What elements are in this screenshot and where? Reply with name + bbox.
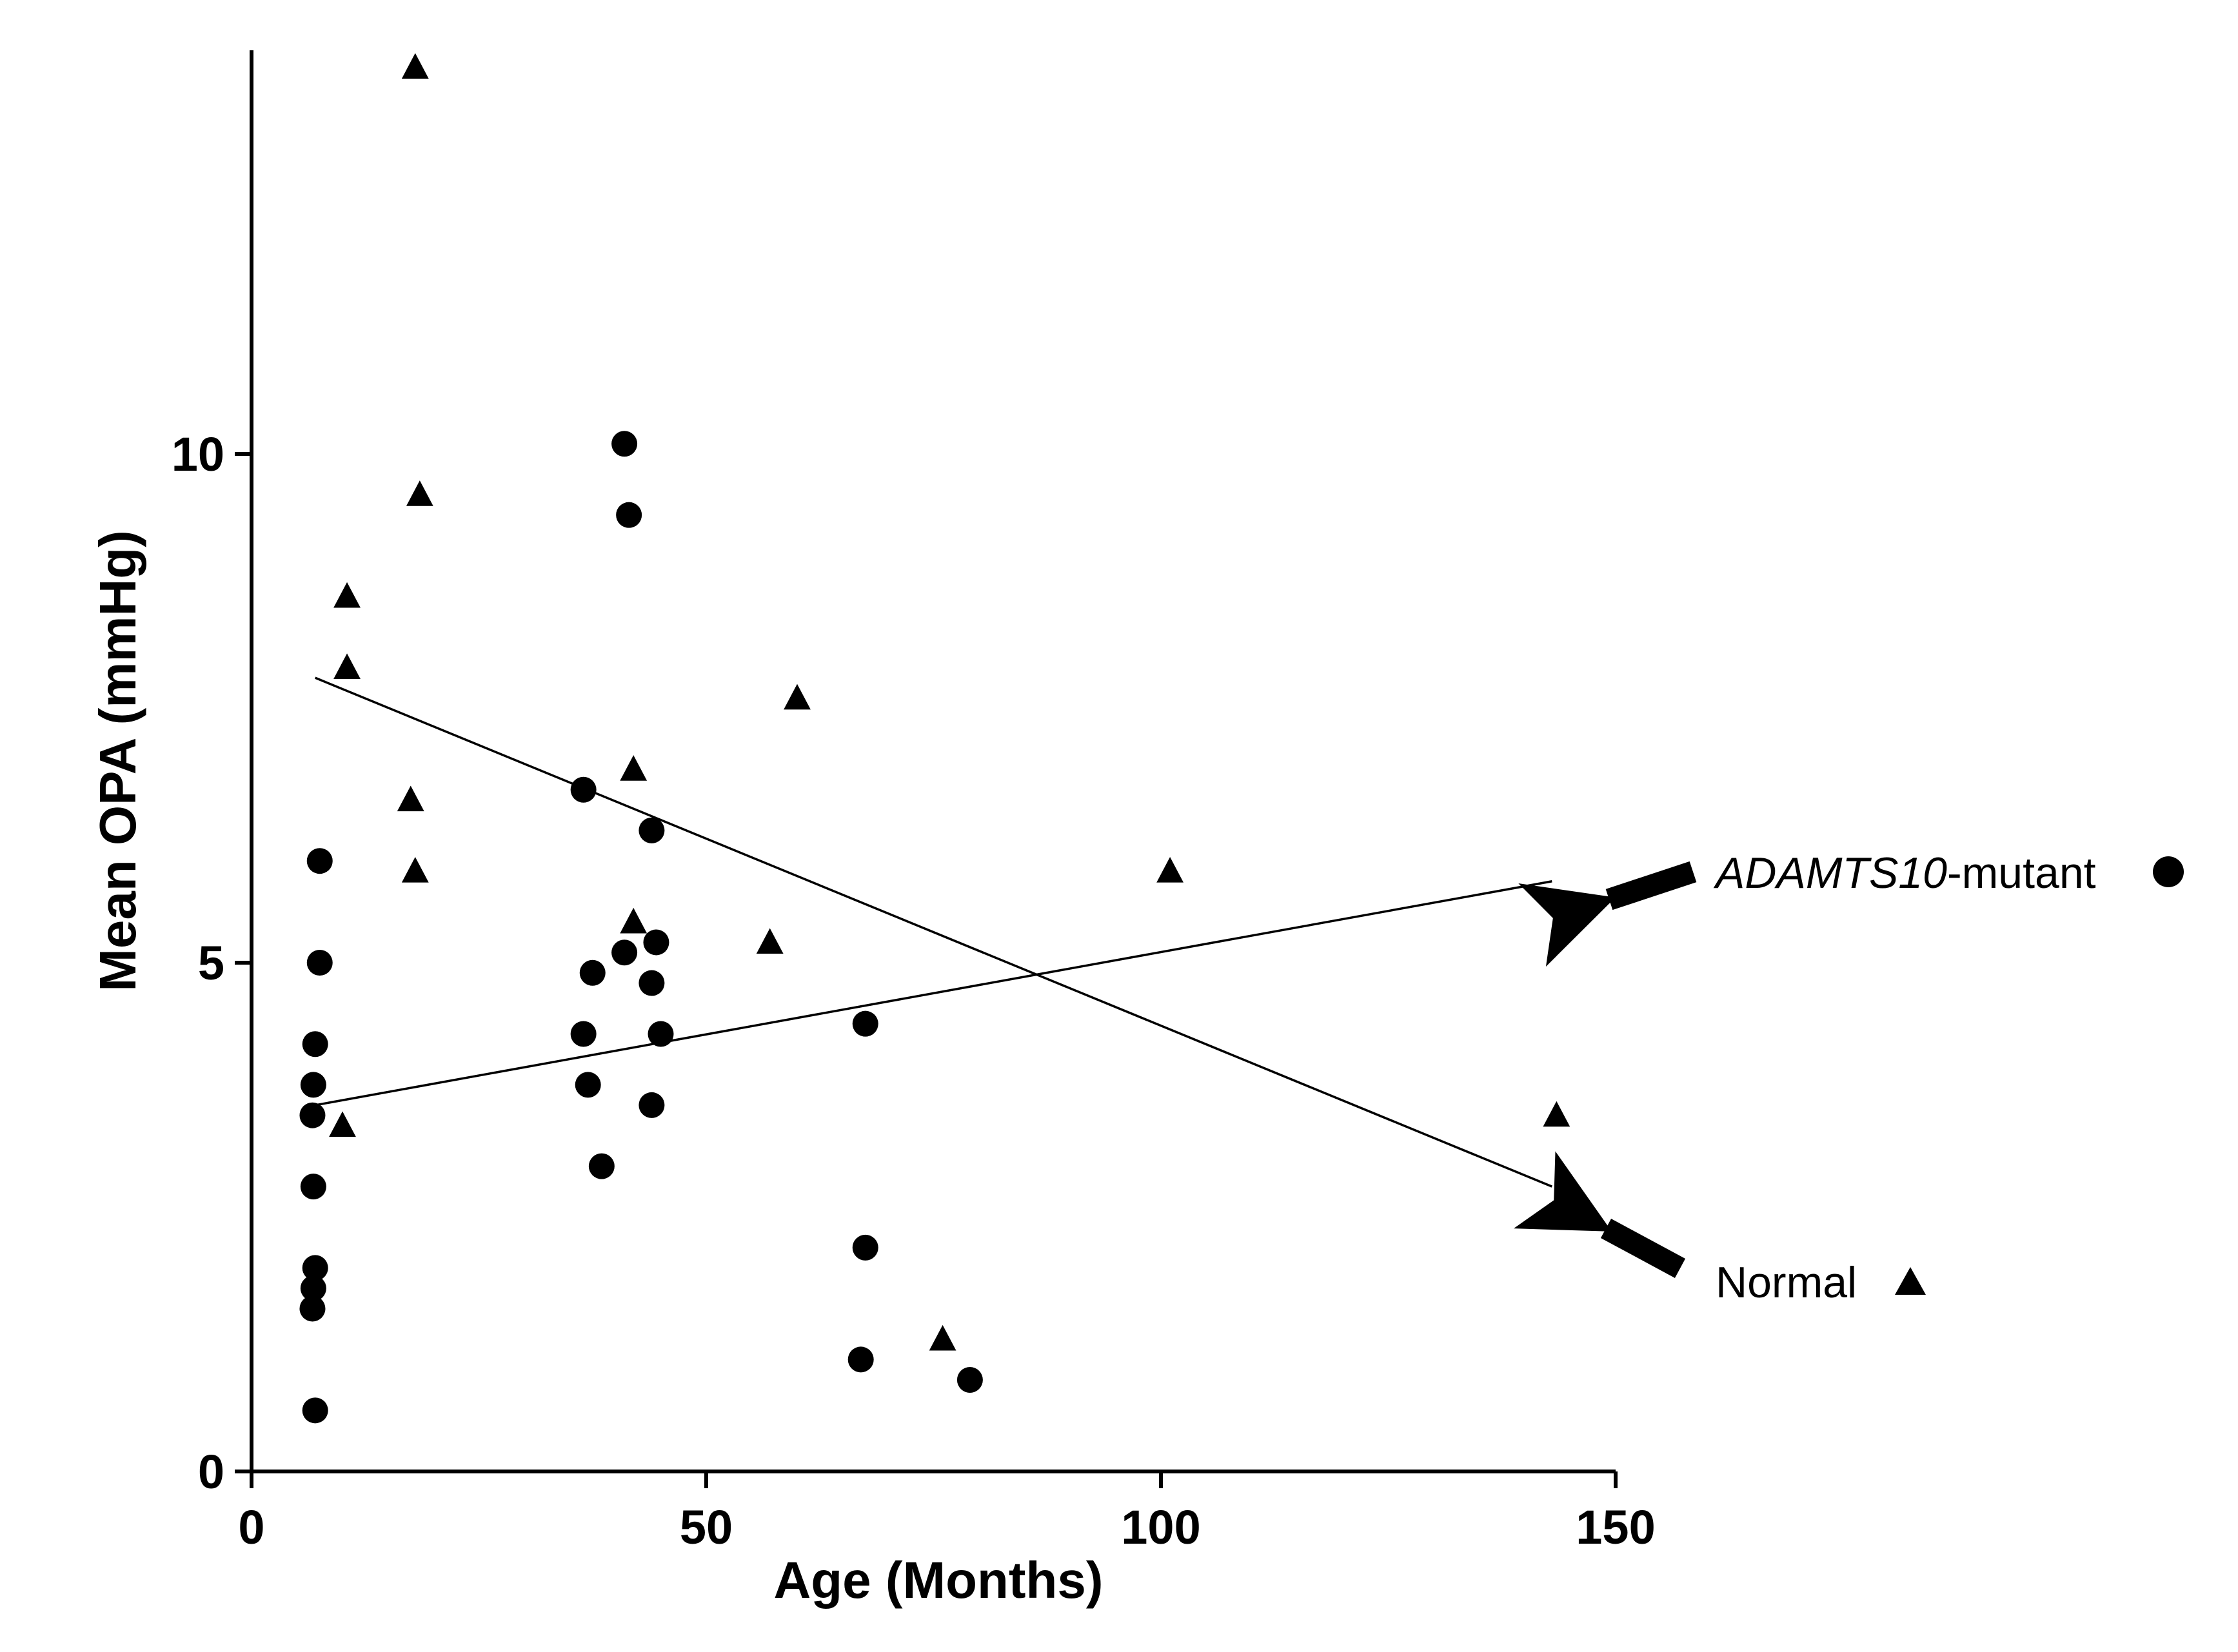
point-adamts10-mutant-5 [300,1174,326,1200]
point-adamts10-mutant-14 [588,1153,615,1179]
point-adamts10-mutant-25 [847,1346,874,1373]
point-adamts10-mutant-15 [611,431,638,457]
y-axis-label: Mean OPA (mmHg) [89,530,146,992]
point-normal-5 [401,856,429,883]
legend-label-part-suffix: -mutant [1947,849,2096,898]
legend-arrow-normal [1513,1151,1686,1278]
x-tick-label-50: 50 [680,1500,733,1554]
point-adamts10-mutant-1 [306,950,333,976]
point-adamts10-mutant-24 [852,1234,878,1261]
legend-marker-triangle [1895,1267,1926,1295]
y-tick-label-0: 0 [198,1445,224,1499]
point-normal-0 [401,53,429,79]
legend-label-normal: Normal [1716,1258,1857,1307]
plot-area: 0 50 100 150 0 5 10 [172,50,1656,1554]
point-adamts10-mutant-2 [302,1031,328,1057]
point-adamts10-mutant-6 [302,1255,328,1281]
legend-arrow-adamts10-mutant [1518,861,1697,967]
point-adamts10-mutant-11 [579,959,606,986]
point-normal-3 [333,653,361,679]
trend-line-normal [315,676,1552,1188]
point-adamts10-mutant-3 [300,1072,326,1098]
point-adamts10-mutant-26 [956,1366,983,1393]
point-adamts10-mutant-16 [616,502,642,528]
point-adamts10-mutant-10 [570,776,597,803]
x-tick-label-100: 100 [1121,1500,1200,1554]
trend-lines [315,676,1552,1188]
point-normal-7 [620,755,648,781]
legend-item-normal: Normal [1513,1151,1926,1307]
point-adamts10-mutant-19 [639,970,665,996]
point-normal-8 [620,907,648,934]
point-adamts10-mutant-21 [648,1021,674,1047]
point-normal-11 [1156,856,1183,883]
data-markers [299,53,1570,1424]
point-adamts10-mutant-4 [299,1102,326,1128]
legend-marker-circle [2153,856,2184,887]
point-adamts10-mutant-13 [575,1072,601,1098]
point-adamts10-mutant-7 [300,1275,326,1301]
point-adamts10-mutant-17 [611,939,638,966]
point-adamts10-mutant-9 [302,1397,328,1424]
trend-line-adamts10-mutant [315,880,1552,1106]
x-tick-label-0: 0 [238,1500,264,1554]
point-normal-1 [406,480,433,506]
y-ticks: 0 5 10 [172,428,252,1499]
point-normal-13 [1543,1101,1570,1127]
point-adamts10-mutant-0 [306,848,333,874]
y-tick-label-10: 10 [172,428,224,481]
point-normal-12 [929,1324,956,1351]
legend-label-part-italic: ADAMTS10 [1713,849,1947,898]
legend: ADAMTS10-mutant Normal [1513,849,2184,1307]
x-axis-label: Age (Months) [773,1551,1103,1609]
point-normal-4 [397,785,424,812]
legend-item-adamts10-mutant: ADAMTS10-mutant [1518,849,2184,967]
point-adamts10-mutant-22 [639,1092,665,1118]
y-tick-label-5: 5 [198,936,224,990]
point-adamts10-mutant-20 [643,929,669,956]
point-normal-6 [329,1111,356,1137]
point-adamts10-mutant-23 [852,1010,878,1037]
point-normal-2 [333,582,361,608]
legend-label-adamts10-mutant: ADAMTS10-mutant [1713,849,2096,898]
point-adamts10-mutant-18 [639,817,665,843]
x-ticks: 0 50 100 150 [238,1471,1656,1554]
point-adamts10-mutant-8 [299,1295,326,1322]
point-normal-10 [756,928,784,954]
x-tick-label-150: 150 [1576,1500,1655,1554]
point-adamts10-mutant-12 [570,1021,597,1047]
point-normal-9 [784,683,811,710]
